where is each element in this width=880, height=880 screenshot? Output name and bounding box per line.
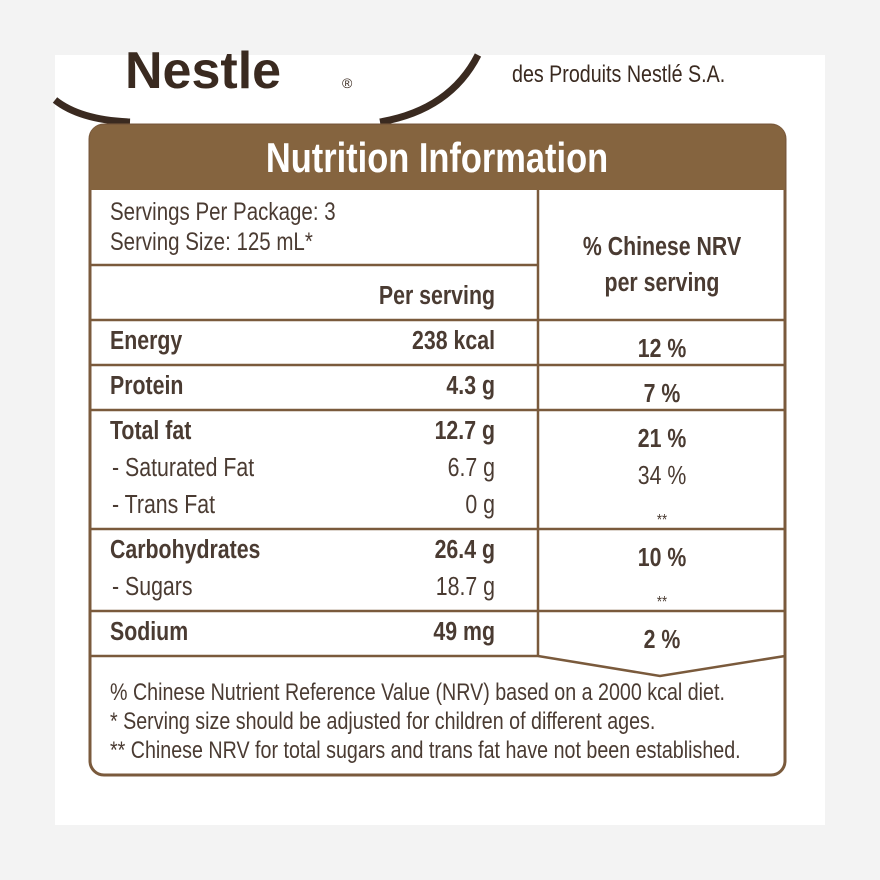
- amount-header: Per serving: [379, 281, 495, 311]
- nrv-value: 10 %: [638, 543, 687, 573]
- nutrient-name: Sodium: [110, 617, 188, 647]
- footnote: * Serving size should be adjusted for ch…: [110, 707, 655, 734]
- amount: 4.3 g: [446, 371, 495, 401]
- logo-arc-right: [379, 53, 482, 126]
- tagline: des Produits Nestlé S.A.: [512, 60, 725, 87]
- registered-mark: ®: [342, 75, 353, 91]
- nrv-value: 12 %: [638, 334, 687, 364]
- nutrient-name: Total fat: [110, 416, 191, 446]
- amount: 26.4 g: [435, 535, 495, 565]
- nrv-value: **: [657, 512, 667, 529]
- servings-per-package: Servings Per Package: 3: [110, 197, 336, 225]
- nrv-header: % Chinese NRV: [583, 232, 741, 262]
- amount: 238 kcal: [412, 326, 495, 356]
- amount: 49 mg: [433, 617, 495, 647]
- nrv-value: 21 %: [638, 424, 687, 454]
- amount: 12.7 g: [435, 416, 495, 446]
- nutrient-name: - Sugars: [112, 572, 193, 602]
- table-lines: [90, 190, 786, 678]
- nutrient-name: Carbohydrates: [110, 535, 260, 565]
- nutrient-name: Protein: [110, 371, 183, 401]
- nrv-value: 7 %: [644, 379, 681, 409]
- nutrient-name: - Trans Fat: [112, 490, 215, 520]
- nutrient-name: Energy: [110, 326, 183, 356]
- amount: 18.7 g: [436, 572, 495, 602]
- nrv-header: per serving: [605, 268, 720, 298]
- nrv-value: 2 %: [644, 625, 681, 655]
- title-band: [90, 125, 785, 190]
- logo-arc-left: [52, 97, 131, 126]
- serving-size: Serving Size: 125 mL*: [110, 227, 313, 255]
- amount: 6.7 g: [448, 453, 495, 483]
- nutrient-name: - Saturated Fat: [112, 453, 255, 483]
- nrv-value: 34 %: [638, 461, 687, 491]
- nrv-value: **: [657, 594, 667, 611]
- footnote: ** Chinese NRV for total sugars and tran…: [110, 736, 741, 763]
- brand-logo: Nestle: [125, 42, 281, 100]
- content: Nestle ® des Produits Nestlé S.A. Nutrition…: [110, 42, 741, 763]
- footnote: % Chinese Nutrient Reference Value (NRV)…: [110, 678, 725, 705]
- panel-title: Nutrition Information: [266, 135, 608, 182]
- amount: 0 g: [465, 490, 495, 520]
